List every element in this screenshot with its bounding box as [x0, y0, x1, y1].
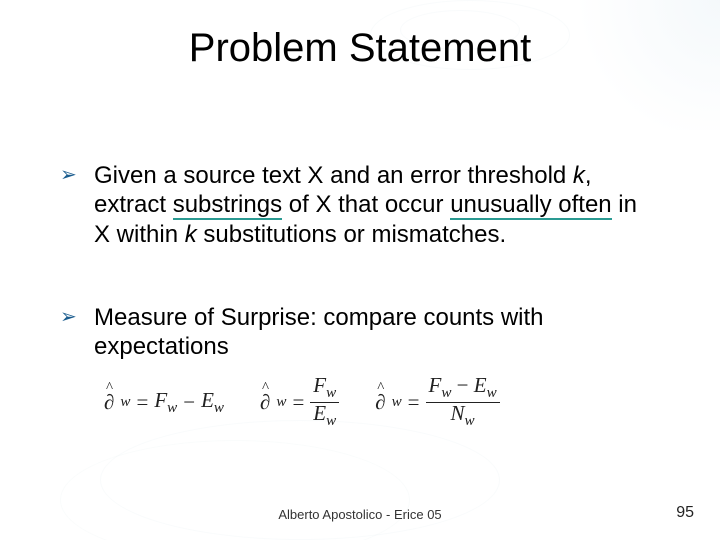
subscript: w: [120, 393, 130, 411]
bullet-item: Given a source text X and an error thres…: [94, 161, 650, 249]
equals: =: [136, 390, 148, 416]
equals: =: [292, 390, 304, 416]
equals: =: [408, 390, 420, 416]
fraction: Fw Ew: [310, 375, 339, 429]
text: Measure of Surprise: compare counts with…: [94, 304, 544, 360]
fraction: Fw − Ew Nw: [426, 375, 500, 429]
denominator: Ew: [310, 403, 339, 430]
text: Given a source text X and an error thres…: [94, 162, 573, 189]
page-number: 95: [676, 504, 694, 522]
subscript: w: [276, 393, 286, 411]
term: Fw: [154, 388, 177, 418]
var-k: k: [573, 162, 585, 189]
partial: ∂: [104, 390, 114, 414]
bullet-item: Measure of Surprise: compare counts with…: [94, 303, 650, 430]
numerator: Fw − Ew: [426, 375, 500, 403]
denominator: Nw: [448, 403, 478, 430]
text: of X that occur: [282, 191, 450, 218]
underlined: unusually often: [450, 191, 611, 220]
footer-text: Alberto Apostolico - Erice 05: [0, 507, 720, 522]
text: substitutions or mismatches.: [197, 221, 506, 248]
hat-symbol: ∂: [104, 390, 114, 416]
partial: ∂: [375, 390, 385, 414]
slide: Problem Statement Given a source text X …: [0, 0, 720, 540]
hat-symbol: ∂: [260, 390, 270, 416]
partial: ∂: [260, 390, 270, 414]
bullet-list: Given a source text X and an error thres…: [40, 161, 680, 430]
var-k: k: [185, 221, 197, 248]
equation: ∂ w = Fw − Ew: [104, 388, 224, 418]
underlined: substrings: [173, 191, 282, 220]
equations-row: ∂ w = Fw − Ew ∂ w = Fw Ew ∂ w =: [104, 375, 650, 429]
equation: ∂ w = Fw − Ew Nw: [375, 375, 499, 429]
minus: −: [183, 390, 195, 416]
term: Ew: [201, 388, 224, 418]
slide-title: Problem Statement: [40, 26, 680, 71]
equation: ∂ w = Fw Ew: [260, 375, 339, 429]
subscript: w: [392, 393, 402, 411]
numerator: Fw: [310, 375, 339, 403]
hat-symbol: ∂: [375, 390, 385, 416]
